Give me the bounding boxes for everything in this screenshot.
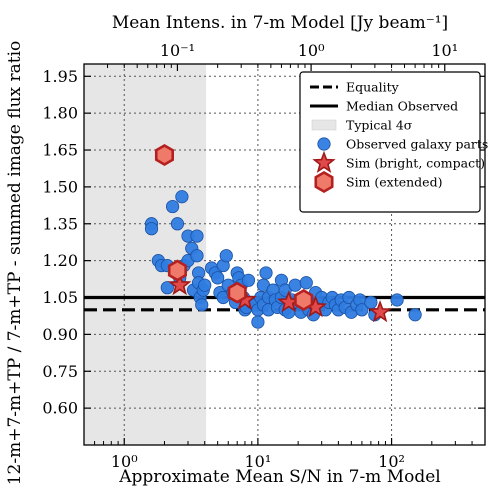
circle-point	[175, 190, 189, 204]
legend-label: Sim (bright, compact)	[346, 156, 485, 171]
x-axis-title: Approximate Mean S/N in 7-m Model	[118, 467, 440, 487]
hexagon-point	[154, 143, 174, 166]
legend: Equality Median Observed Typical 4σ Observe…	[299, 71, 488, 213]
circle-point	[364, 295, 378, 310]
x-tick-label: 10¹	[245, 452, 272, 471]
axes-frame	[83, 63, 486, 446]
top-tick-label: 10⁻¹	[160, 41, 195, 60]
legend-entry: Median Observed	[310, 99, 458, 114]
y-tick-label: 1.65	[42, 141, 78, 160]
circle-point	[198, 278, 212, 292]
legend-entry: Observed galaxy parts	[317, 137, 488, 152]
top-tick-label: 10¹	[431, 41, 458, 60]
circle-point	[144, 222, 159, 236]
legend-entry: Sim (bright, compact)	[312, 150, 485, 173]
top-tick-label: 10⁰	[298, 41, 325, 60]
legend-entry: Sim (extended)	[314, 170, 442, 194]
circle-point	[408, 308, 422, 322]
hexagon-point	[167, 259, 187, 282]
plot-frame	[83, 63, 486, 446]
series-observed-galaxy-parts	[144, 190, 422, 329]
circle-point	[259, 266, 273, 280]
y-tick-label: 1.05	[42, 288, 78, 307]
legend-label: Median Observed	[346, 99, 458, 114]
circle-point	[390, 293, 404, 307]
x-tick-label: 10²	[378, 452, 405, 471]
hexagon-point	[227, 281, 247, 304]
series-sim-extended	[154, 143, 314, 311]
y-tick-label: 1.50	[42, 177, 78, 196]
legend-label: Observed galaxy parts	[346, 137, 488, 152]
legend-swatch-circle	[317, 137, 331, 151]
y-tick-label: 0.75	[42, 362, 78, 381]
y-tick-label: 1.95	[42, 67, 78, 86]
circle-point	[299, 276, 313, 290]
circle-point	[170, 217, 185, 231]
circle-point	[190, 229, 204, 243]
top-axis-title: Mean Intens. in 7-m Model [Jy beam⁻¹]	[112, 13, 448, 33]
circle-point	[355, 303, 369, 317]
circle-point	[288, 278, 302, 292]
y-tick-label: 1.80	[42, 104, 78, 123]
circle-point	[251, 315, 265, 329]
circle-point	[160, 281, 174, 295]
circle-point	[195, 298, 209, 312]
y-tick-label: 1.35	[42, 214, 78, 233]
circle-point	[190, 249, 204, 263]
legend-label: Sim (extended)	[346, 175, 442, 190]
circle-point	[211, 271, 225, 285]
y-axis-title: 12-m+7-m+TP / 7-m+TP - summed image flux…	[5, 41, 25, 486]
legend-label: Typical 4σ	[346, 118, 413, 133]
legend-swatch-star	[312, 150, 336, 173]
legend-swatch-shade	[311, 119, 337, 131]
circle-point	[241, 273, 256, 287]
legend-entry: Equality	[310, 80, 400, 95]
data-points	[144, 143, 422, 329]
star-point	[168, 272, 192, 296]
x-tick-label: 10⁰	[111, 452, 138, 471]
y-tick-label: 0.60	[42, 399, 78, 418]
circle-point	[219, 249, 233, 263]
legend-swatch-hexagon	[314, 170, 334, 194]
hexagon-point	[294, 288, 314, 311]
y-tick-label: 0.90	[42, 325, 78, 344]
legend-box	[299, 71, 481, 213]
legend-label: Equality	[346, 80, 400, 95]
circle-point	[165, 199, 180, 214]
axis-ticks: 10⁰ 10¹ 10² 10⁻¹ 10⁰ 10¹ 0.60 0.75 0.90 1.05 1.20 1…	[42, 41, 486, 471]
y-tick-label: 1.20	[42, 251, 78, 270]
star-point	[368, 299, 392, 323]
legend-entry: Typical 4σ	[311, 118, 413, 133]
